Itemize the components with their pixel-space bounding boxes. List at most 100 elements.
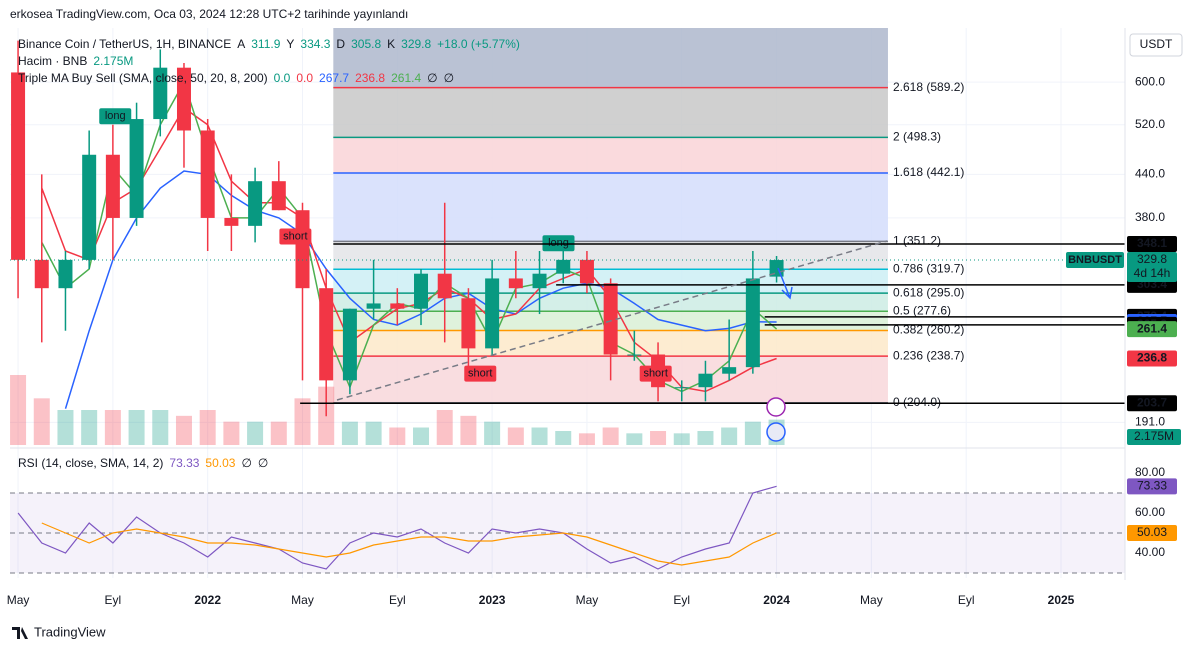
volume-bar: [223, 421, 240, 445]
fib-label: 0.236 (238.7): [893, 348, 964, 362]
legend-item: 311.9: [251, 37, 281, 51]
volume-bar: [507, 427, 524, 445]
legend-item: ∅: [241, 456, 252, 470]
legend-item: ∅: [443, 71, 455, 85]
candle-body: [390, 303, 405, 309]
candle-body: [295, 210, 310, 289]
fib-label: 2 (498.3): [893, 130, 941, 144]
arrow: [777, 267, 793, 300]
signal-box: [99, 108, 132, 125]
fib-band: [333, 172, 888, 242]
signal-label: long: [105, 110, 126, 122]
volume-bar: [152, 410, 169, 445]
y-tick-label: 191.0: [1135, 415, 1165, 429]
candle-body: [342, 308, 357, 381]
candle-body: [176, 67, 191, 131]
candle-body: [105, 154, 120, 218]
x-tick-label: Eyl: [105, 593, 122, 607]
x-tick-label: Eyl: [958, 593, 975, 607]
fib-band: [333, 28, 888, 88]
candle-body: [556, 259, 571, 274]
volume-bar: [436, 410, 453, 445]
candle-body: [485, 278, 500, 349]
legend-item: 50.03: [205, 456, 236, 470]
volume-bar: [413, 427, 430, 445]
plot: May Eyl 2022 May Eyl 2023 May Eyl 2024 May Eyl 2025…: [7, 28, 1181, 607]
legend-item: RSI (14, close, SMA, 14, 2): [18, 456, 164, 470]
fib-label: 0.618 (295.0): [893, 285, 964, 299]
symbol-tag: [1066, 252, 1124, 269]
signal-label: short: [643, 368, 667, 380]
rsi-line: [41, 522, 777, 566]
volume-bar: [389, 427, 406, 445]
fib-label: 0 (204.0): [893, 395, 941, 409]
published-note: erkosea TradingView.com, Oca 03, 2024 12…: [10, 7, 408, 21]
legend: Hacim · BNB 2.175M: [18, 54, 139, 68]
candle-body: [722, 367, 737, 374]
candle-body: [745, 278, 760, 368]
x-tick-label: Eyl: [673, 593, 690, 607]
currency-button[interactable]: [1129, 33, 1183, 57]
candle-body: [698, 373, 713, 388]
volume-bar: [484, 421, 501, 445]
candle-body: [224, 217, 239, 226]
legend-item: 0.0: [296, 71, 314, 85]
price-tag: [1127, 395, 1177, 412]
price-tag-label: 261.4: [1137, 321, 1167, 335]
legend-item: K: [387, 37, 396, 51]
fib-label: 0.382 (260.2): [893, 323, 964, 337]
event-icon[interactable]: [766, 397, 786, 417]
legend-item: ∅: [257, 456, 269, 470]
rsi-tick-label: 80.00: [1135, 465, 1165, 479]
volume-bar: [128, 410, 145, 445]
candle-body: [153, 67, 168, 120]
volume-bar: [673, 433, 690, 445]
signal-label: long: [548, 237, 569, 249]
volume-bar: [626, 433, 643, 445]
candle-body: [532, 273, 547, 289]
rsi-tick-label: 60.00: [1135, 505, 1165, 519]
rsi-tag: [1127, 524, 1177, 541]
candle-body: [129, 119, 144, 218]
legend-item: ∅: [427, 71, 438, 85]
volume-bar: [81, 410, 98, 445]
candle-body: [627, 354, 642, 356]
volume-bar: [247, 421, 264, 445]
volume-bar: [270, 421, 287, 445]
signal-box: [464, 365, 497, 382]
fib-label: 0.5 (277.6): [893, 303, 951, 317]
candle-body: [366, 303, 381, 309]
rsi-tag: [1127, 478, 1177, 495]
volume-tag: [1127, 429, 1181, 445]
x-tick-label: 2024: [763, 593, 790, 607]
candle-body: [82, 154, 97, 260]
price-tag: [1127, 350, 1177, 367]
x-tick-label: May: [576, 593, 599, 607]
x-tick-label: May: [7, 593, 30, 607]
candle-body: [603, 283, 618, 355]
y-tick-label: 600.0: [1135, 74, 1165, 88]
volume-bar: [365, 421, 382, 445]
x-tick-label: May: [860, 593, 883, 607]
x-tick-label: 2025: [1048, 593, 1075, 607]
candle-body: [34, 259, 49, 289]
y-tick-label: 380.0: [1135, 210, 1165, 224]
signal-label: short: [468, 368, 492, 380]
legend-item: Binance Coin / TetherUS, 1H, BINANCE: [18, 37, 232, 51]
volume-bar: [555, 431, 572, 445]
legend-item: D: [336, 37, 346, 51]
fib-band: [333, 137, 888, 173]
y-tick-label: 520.0: [1135, 117, 1165, 131]
legend-item: 73.33: [169, 456, 200, 470]
flag-icon[interactable]: [766, 422, 786, 442]
current-price-label: 329.8: [1137, 252, 1167, 266]
legend: Binance Coin / TetherUS, 1H, BINANCE A 311…: [18, 37, 526, 51]
volume-bar: [531, 427, 548, 445]
volume-bar: [602, 427, 619, 445]
candle-body: [319, 288, 334, 381]
volume-bar: [10, 375, 27, 445]
candle-body: [248, 181, 263, 226]
volume-bar: [57, 410, 74, 445]
signal-box: [639, 365, 672, 382]
volume-bar: [460, 415, 477, 445]
